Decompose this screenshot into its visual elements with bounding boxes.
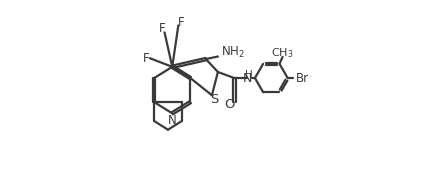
Text: H: H xyxy=(245,70,253,80)
Text: O: O xyxy=(225,98,235,111)
Text: N: N xyxy=(168,114,177,127)
Text: Br: Br xyxy=(295,72,309,85)
Text: N: N xyxy=(243,72,252,85)
Text: F: F xyxy=(159,22,165,36)
Text: CH$_3$: CH$_3$ xyxy=(271,47,294,60)
Text: NH$_2$: NH$_2$ xyxy=(221,45,245,60)
Text: F: F xyxy=(178,16,185,29)
Text: F: F xyxy=(143,52,150,65)
Text: S: S xyxy=(210,93,218,106)
